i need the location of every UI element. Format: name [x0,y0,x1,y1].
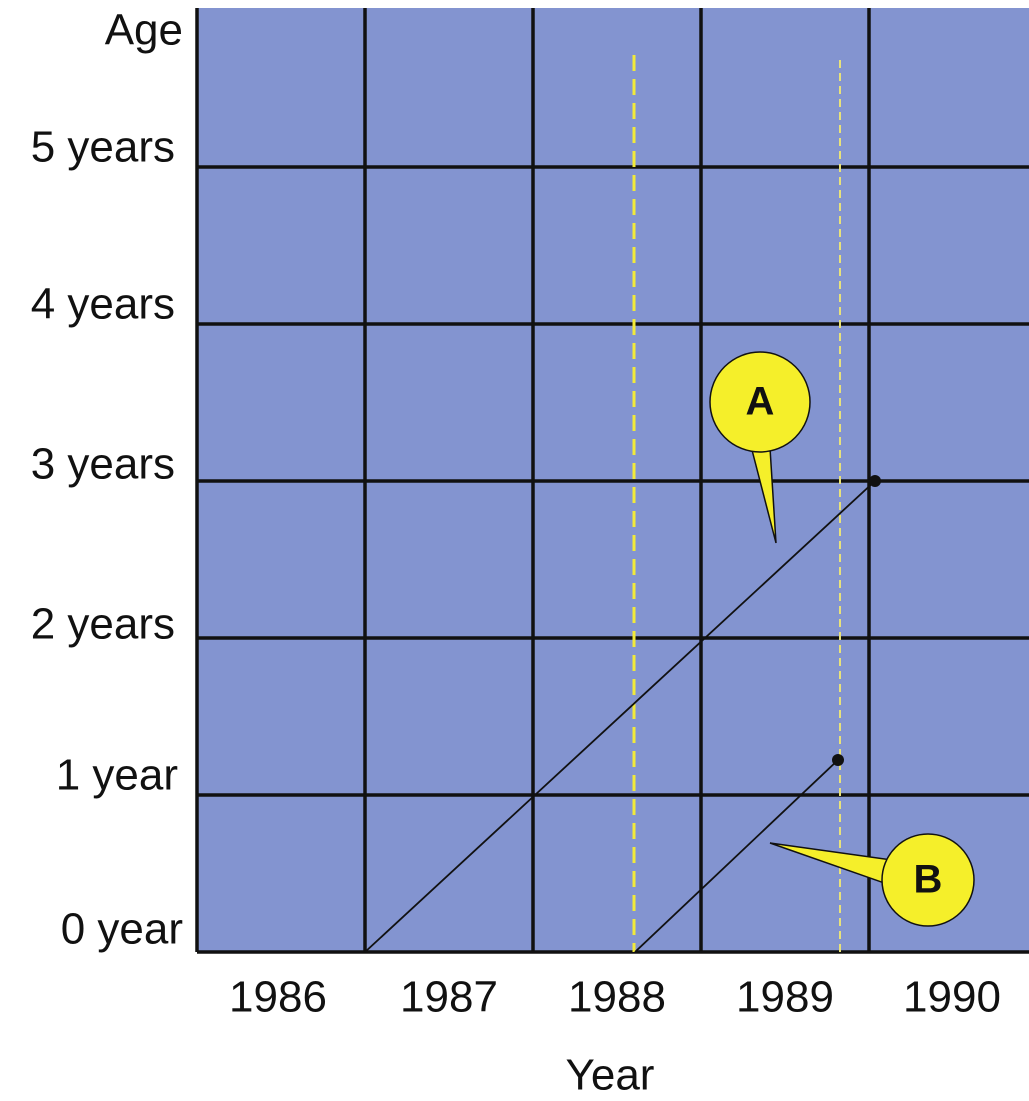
y-label: 4 years [31,280,175,329]
grid [195,8,1029,954]
x-label: 1990 [903,973,1001,1022]
x-label: 1988 [568,973,666,1022]
life-line [364,480,876,953]
y-label: 3 years [31,440,175,489]
end-point [832,754,844,766]
x-label: 1987 [400,973,498,1022]
callout-a: A [709,351,811,544]
y-axis-title: Age [105,6,183,55]
callout-bubble [709,351,811,453]
callout-b: B [769,833,975,927]
life-line [634,759,839,953]
x-label: 1986 [229,973,327,1022]
callout-label: B [914,858,943,902]
x-axis-title: Year [566,1051,655,1100]
y-label: 2 years [31,600,175,649]
y-label: 0 year [61,905,183,954]
x-label: 1989 [736,973,834,1022]
y-label: 5 years [31,123,175,172]
end-point [869,475,881,487]
callout-bubble [881,833,975,927]
y-label: 1 year [56,751,178,800]
callout-label: A [746,380,775,424]
